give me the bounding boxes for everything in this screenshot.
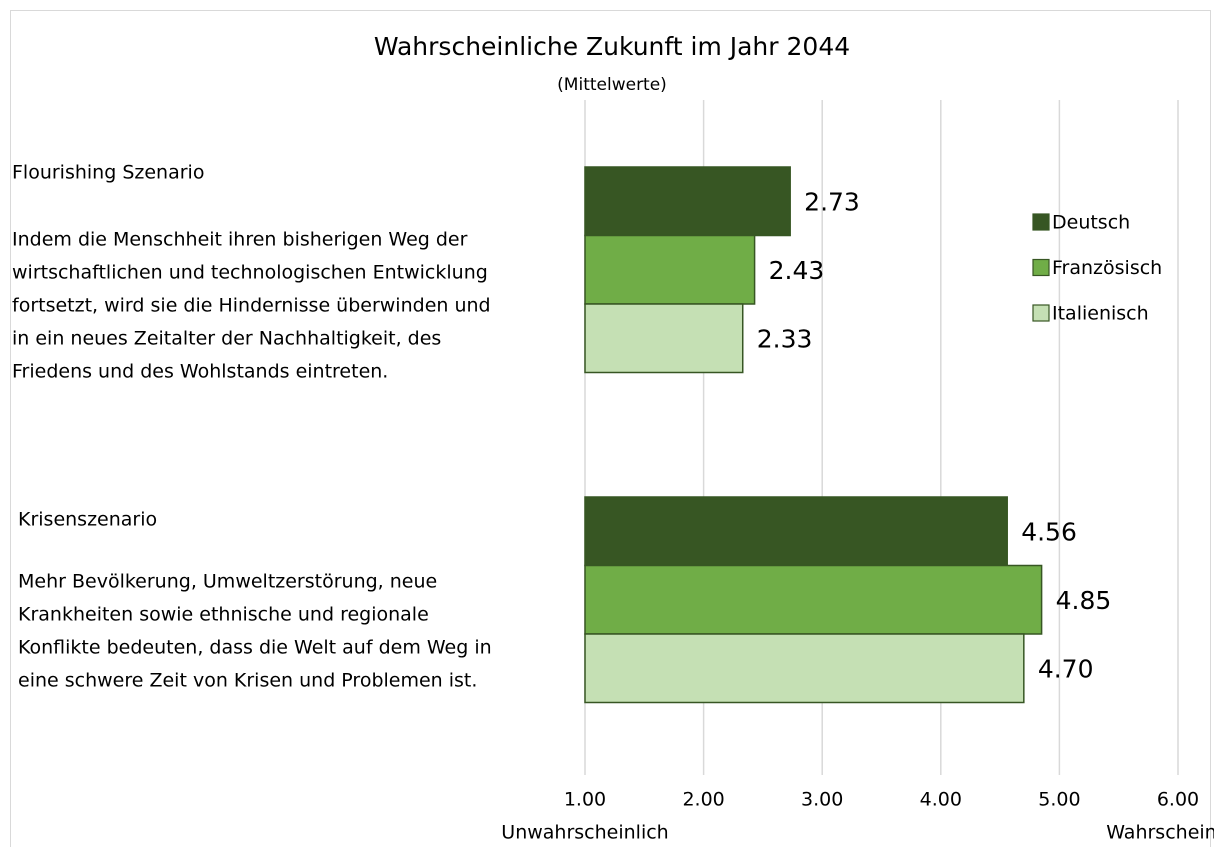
- category-label: Flourishing Szenario: [12, 162, 204, 184]
- chart-title: Wahrscheinliche Zukunft im Jahr 2044: [374, 32, 850, 61]
- legend-label: Italienisch: [1052, 303, 1149, 325]
- x-axis-low-label: Unwahrscheinlich: [501, 822, 668, 844]
- legend-swatch: [1032, 213, 1050, 231]
- category-description: Friedens und des Wohlstands eintreten.: [12, 361, 388, 383]
- legend-label: Deutsch: [1052, 212, 1130, 234]
- category-description: fortsetzt, wird sie die Hindernisse über…: [12, 295, 491, 317]
- data-label: 4.70: [1038, 654, 1094, 683]
- category-description: Krankheiten sowie ethnische und regional…: [18, 604, 429, 626]
- bar: [584, 633, 1025, 704]
- category-description: Indem die Menschheit ihren bisherigen We…: [12, 229, 468, 251]
- data-label: 2.33: [757, 324, 813, 353]
- x-tick-label: 4.00: [920, 789, 962, 811]
- category-description: Konflikte bedeuten, dass die Welt auf de…: [18, 637, 492, 659]
- x-tick-label: 6.00: [1157, 789, 1199, 811]
- bar: [584, 234, 756, 305]
- category-description: Mehr Bevölkerung, Umweltzerstörung, neue: [18, 571, 437, 593]
- x-axis-high-label: Wahrscheinlich: [1106, 822, 1214, 844]
- category-description: wirtschaftlichen und technologischen Ent…: [12, 262, 488, 284]
- bar: [584, 166, 791, 237]
- legend-swatch: [1032, 258, 1050, 277]
- bar: [584, 496, 1008, 567]
- bar: [584, 303, 744, 374]
- category-description: in ein neues Zeitalter der Nachhaltigkei…: [12, 328, 441, 350]
- x-tick-label: 1.00: [564, 789, 606, 811]
- data-label: 2.73: [804, 187, 860, 216]
- category-label: Krisenszenario: [18, 509, 157, 531]
- x-tick-label: 5.00: [1038, 789, 1080, 811]
- category-description: eine schwere Zeit von Krisen und Problem…: [18, 670, 477, 692]
- data-label: 2.43: [769, 256, 825, 285]
- chart-subtitle: (Mittelwerte): [557, 75, 667, 95]
- legend-swatch: [1032, 304, 1050, 322]
- x-tick-label: 2.00: [682, 789, 724, 811]
- x-tick-label: 3.00: [801, 789, 843, 811]
- bar: [584, 564, 1043, 635]
- data-label: 4.85: [1056, 586, 1112, 615]
- legend-label: Französisch: [1052, 257, 1162, 279]
- chart-frame: [10, 10, 1211, 847]
- data-label: 4.56: [1021, 517, 1077, 546]
